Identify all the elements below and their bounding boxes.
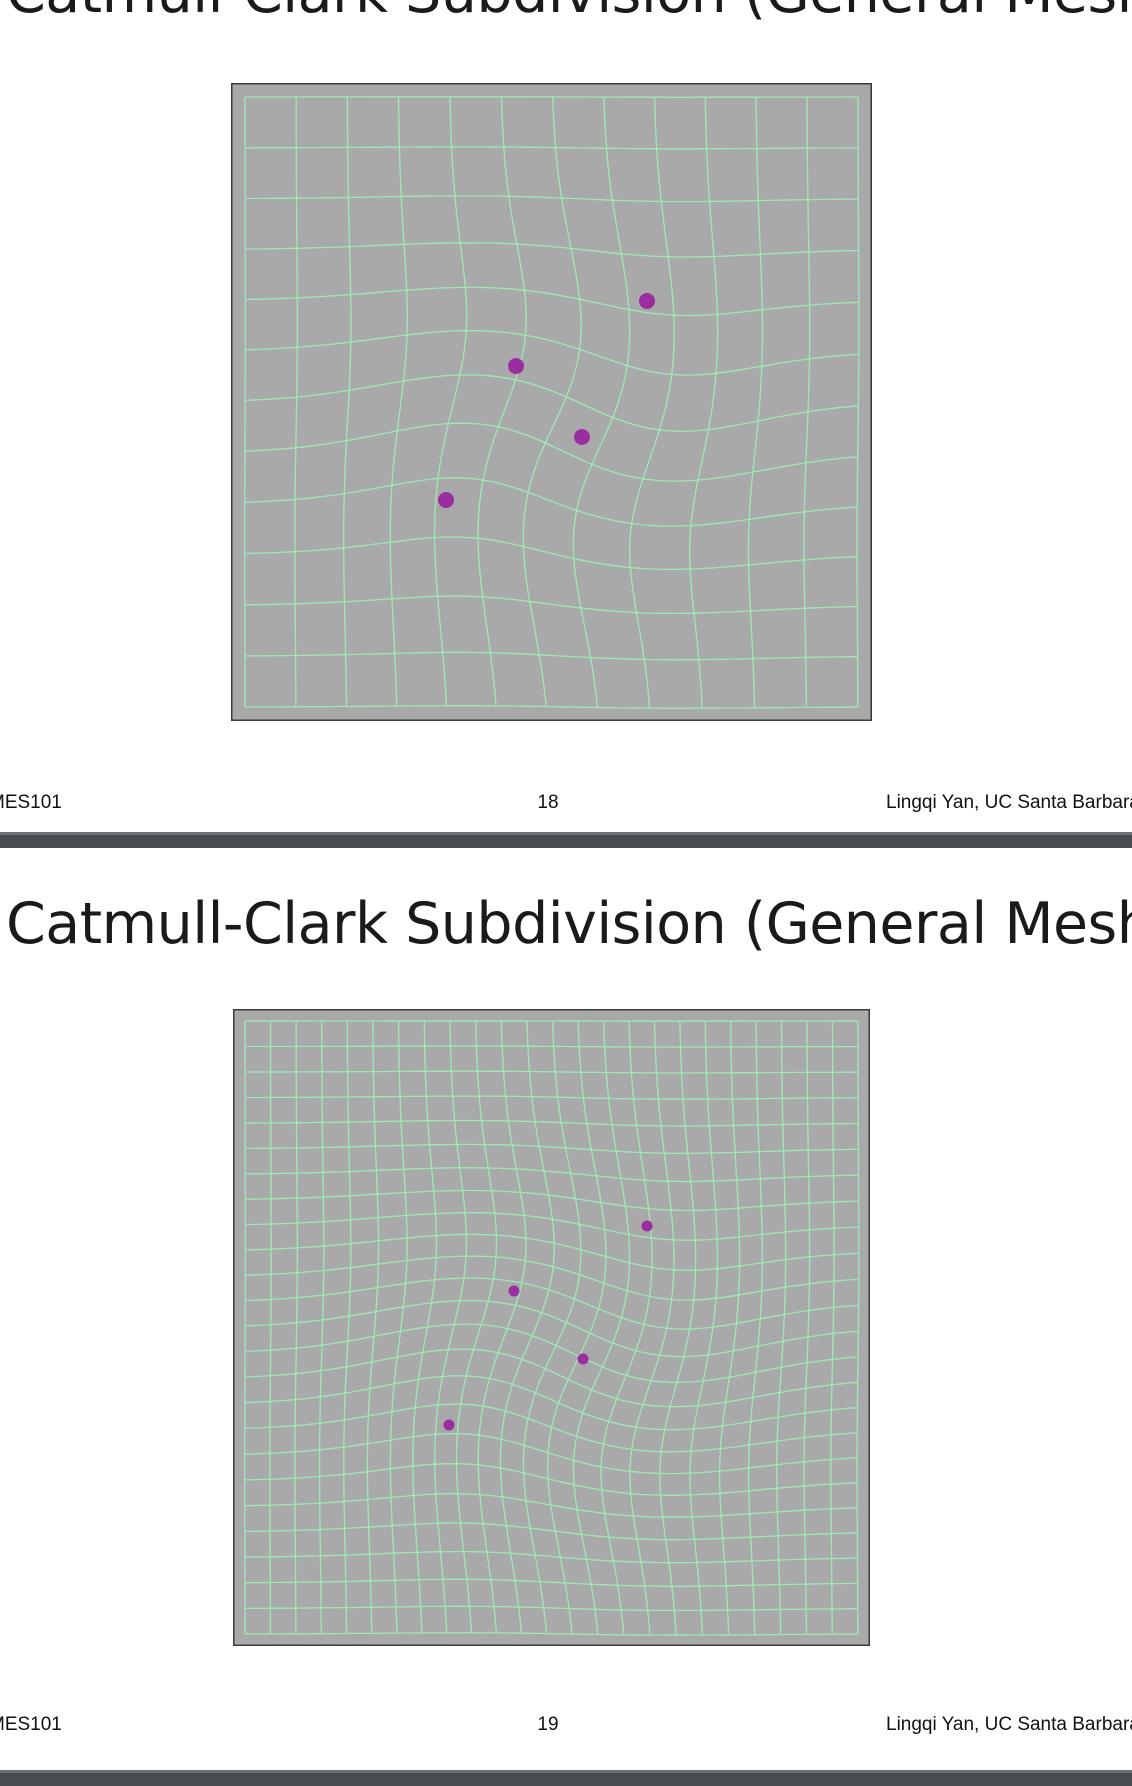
extraordinary-vertex [508,358,524,374]
extraordinary-vertex [438,492,454,508]
mesh-line-vertical [244,97,246,707]
mesh-line-vertical [803,1021,811,1635]
extraordinary-vertex [641,1220,653,1232]
mesh-figure [233,1009,870,1646]
course-label: MES101 [0,1714,62,1735]
slide-19: Catmull-Clark Subdivision (General Mesh)… [0,848,1132,1770]
mesh-line-horizontal [244,595,858,615]
mesh-frame [231,83,872,721]
mesh-frame [233,1009,870,1646]
slide-divider [0,1770,1132,1786]
extraordinary-vertex [577,1353,589,1365]
mesh-line-horizontal [244,1605,858,1612]
mesh-line-vertical [244,1021,246,1634]
mesh-line-horizontal [244,651,858,661]
author-label: Lingqi Yan, UC Santa Barbara [886,1714,1132,1735]
mesh-line-vertical [856,96,860,708]
mesh-figure [231,83,872,721]
mesh-lines [244,96,860,709]
mesh-line-horizontal [245,1045,859,1048]
mesh-line-horizontal [245,96,858,98]
mesh-lines [244,1020,860,1636]
slide-18: Catmull-Clark Subdivision (General Mesh)… [0,0,1132,832]
extraordinary-vertex [639,293,655,309]
mesh-line-vertical [803,97,811,708]
slide-divider [0,832,1132,848]
mesh-line-vertical [830,1021,835,1635]
mesh-line-horizontal [244,1632,858,1636]
mesh-line-vertical [776,1021,787,1635]
extraordinary-vertex [508,1285,520,1297]
author-label: Lingqi Yan, UC Santa Barbara [886,792,1132,813]
course-label: MES101 [0,792,62,813]
mesh-line-horizontal [244,1522,858,1541]
slide-title: Catmull-Clark Subdivision (General Mesh) [6,0,1132,26]
extraordinary-vertex [443,1419,455,1431]
extraordinary-vertex [574,429,590,445]
mesh-line-horizontal [244,705,858,709]
slide-title: Catmull-Clark Subdivision (General Mesh) [6,891,1132,957]
mesh-line-vertical [856,1021,860,1635]
mesh-line-horizontal [244,1550,858,1564]
mesh-line-horizontal [244,1578,858,1587]
